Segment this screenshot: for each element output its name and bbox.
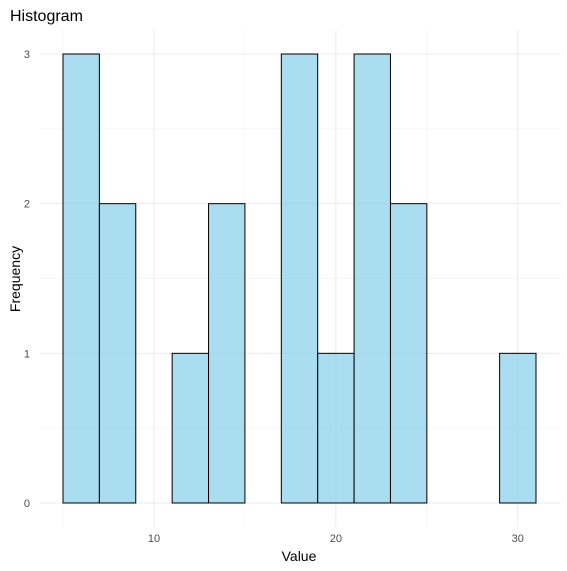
histogram-bar [98, 203, 137, 504]
histogram-bar [389, 203, 428, 504]
x-axis-label: Value [282, 548, 317, 564]
histogram-bar [317, 352, 355, 504]
histogram-bar [208, 203, 246, 504]
histogram-bar [171, 352, 210, 504]
histogram-bar [280, 53, 319, 504]
x-tick-label: 30 [512, 533, 524, 545]
histogram-bar [353, 53, 391, 504]
bars [62, 53, 537, 504]
x-tick-label: 20 [330, 533, 342, 545]
y-tick-label: 0 [24, 498, 30, 510]
y-axis-ticks: 0 1 2 3 [24, 49, 30, 510]
chart-title: Histogram [10, 8, 83, 25]
y-tick-label: 2 [24, 199, 30, 211]
x-axis-ticks: 10 20 30 [148, 533, 524, 545]
y-axis-label: Frequency [7, 246, 23, 312]
x-tick-label: 10 [148, 533, 160, 545]
histogram-bar [499, 352, 537, 504]
y-tick-label: 3 [24, 49, 30, 61]
y-tick-label: 1 [24, 348, 30, 360]
histogram-bar [62, 53, 100, 504]
